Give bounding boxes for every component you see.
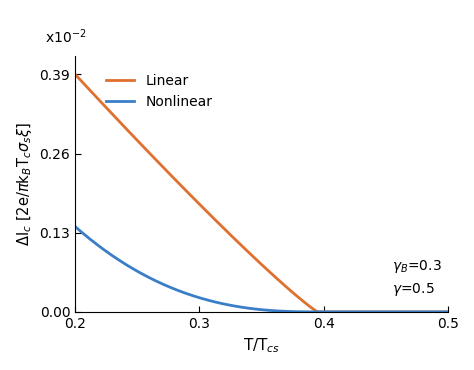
Nonlinear: [445, 310, 451, 314]
Nonlinear: [318, 310, 323, 314]
Linear: [154, 158, 159, 162]
Linear: [216, 221, 222, 226]
Linear: [164, 168, 169, 173]
Text: $\gamma_B$=0.3
$\gamma$=0.5: $\gamma_B$=0.3 $\gamma$=0.5: [392, 258, 442, 298]
Linear: [315, 310, 320, 314]
Legend: Linear, Nonlinear: Linear, Nonlinear: [101, 68, 218, 114]
Text: x10$^{-2}$: x10$^{-2}$: [46, 27, 87, 46]
Linear: [73, 72, 78, 77]
Nonlinear: [73, 224, 78, 229]
Nonlinear: [307, 310, 312, 314]
Line: Linear: Linear: [75, 74, 448, 312]
Linear: [173, 178, 179, 183]
Nonlinear: [164, 283, 169, 288]
Nonlinear: [315, 310, 320, 314]
Y-axis label: $\Delta$I$_c$ [2e/$\pi$k$_B$T$_c$$\sigma_s$$\xi$]: $\Delta$I$_c$ [2e/$\pi$k$_B$T$_c$$\sigma…: [15, 122, 34, 246]
Nonlinear: [173, 287, 179, 292]
Linear: [318, 310, 323, 314]
Linear: [307, 304, 312, 308]
Nonlinear: [216, 301, 222, 305]
Line: Nonlinear: Nonlinear: [75, 226, 448, 312]
Nonlinear: [154, 279, 159, 283]
X-axis label: T/T$_{cs}$: T/T$_{cs}$: [243, 336, 280, 355]
Linear: [445, 310, 451, 314]
